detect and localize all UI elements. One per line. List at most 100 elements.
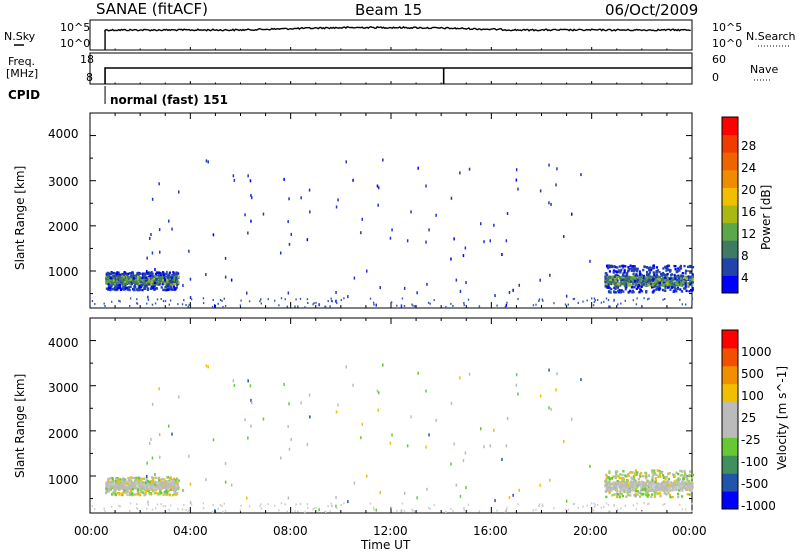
velocity-cell: [106, 489, 109, 493]
velocity-cell: [153, 481, 156, 484]
velocity-cell: [681, 482, 684, 486]
power-ground-cell: [329, 305, 331, 308]
velocity-cell: [677, 482, 680, 485]
velocity-sparse-cell: [250, 398, 252, 402]
power-sparse-cell: [147, 295, 149, 299]
power-cell: [140, 280, 143, 284]
velocity-cell: [176, 492, 179, 495]
velocity-cell: [651, 487, 654, 490]
velocity-cell: [610, 482, 614, 485]
velocity-sparse-cell: [300, 401, 302, 405]
velocity-cell: [634, 495, 637, 498]
power-cell: [688, 276, 691, 279]
power-cell: [136, 282, 139, 285]
velocity-cell: [627, 488, 630, 492]
power-cell: [625, 283, 628, 286]
velocity-sparse-cell: [290, 437, 292, 441]
power-cell: [172, 283, 175, 286]
power-cell: [113, 286, 116, 290]
velocity-cell: [111, 492, 114, 495]
power-cell: [657, 288, 660, 291]
power-sparse-cell: [459, 289, 462, 293]
power-cell: [609, 282, 613, 286]
power-cell: [142, 281, 145, 284]
velocity-cell: [651, 477, 654, 481]
velocity-sparse-cell: [212, 438, 215, 442]
power-cell: [689, 265, 692, 269]
velocity-ground-cell: [202, 502, 205, 505]
velocity-ground-cell: [452, 509, 454, 512]
velocity-cell: [609, 487, 612, 491]
vel-cb-tick-1000: 1000: [741, 345, 772, 359]
velocity-cell: [605, 487, 608, 491]
power-cell: [113, 282, 117, 286]
power-sparse-cell: [563, 235, 565, 238]
power-sparse-cell: [168, 219, 170, 223]
power-ground-cell: [188, 303, 190, 306]
velocity-cell: [171, 484, 174, 488]
velocity-ground-cell: [190, 503, 193, 506]
power-cell: [631, 282, 635, 285]
power-cell: [147, 280, 150, 283]
power-sparse-cell: [406, 239, 409, 243]
power-cell: [168, 280, 172, 283]
power-cell: [134, 278, 137, 282]
power-cell: [606, 283, 609, 286]
velocity-cell: [636, 482, 639, 485]
velocity-cell: [150, 480, 153, 483]
power-cell: [615, 276, 618, 279]
velocity-colorbar-frame: [721, 329, 739, 510]
velocity-cell: [654, 477, 657, 480]
power-ground-cell: [467, 298, 470, 301]
velocity-cell: [670, 481, 673, 484]
power-cell: [673, 290, 677, 293]
velocity-sparse-cell: [250, 424, 252, 428]
power-cell: [122, 285, 125, 288]
power-cell: [689, 283, 692, 286]
date-label: 06/Oct/2009: [605, 1, 699, 19]
power-ground-cell: [685, 303, 687, 306]
velocity-cell: [172, 480, 175, 484]
power-sparse-cell: [214, 304, 216, 308]
power-ground-cell: [411, 303, 413, 306]
power-cell: [162, 275, 166, 279]
velocity-cell: [670, 485, 673, 488]
power-ground-cell: [452, 304, 454, 307]
power-ground-cell: [190, 298, 193, 301]
velocity-cell: [175, 477, 179, 480]
power-cell: [126, 275, 130, 279]
power-sparse-cell: [224, 256, 227, 260]
velocity-sparse-cell: [244, 418, 246, 422]
velocity-cell: [621, 473, 624, 477]
power-cell: [133, 289, 136, 292]
power-cell: [110, 277, 113, 280]
velocity-cell: [646, 490, 649, 493]
velocity-colorbar-swatch: [722, 473, 738, 492]
power-cell: [609, 278, 612, 282]
power-sparse-cell: [379, 286, 381, 290]
power-cell: [667, 278, 670, 281]
power-ground-cell: [594, 299, 596, 302]
power-cell: [143, 281, 146, 284]
power-cell: [673, 282, 676, 285]
velocity-ground-cell: [181, 508, 184, 511]
velocity-cell: [176, 484, 179, 487]
velocity-cell: [667, 472, 670, 476]
power-sparse-cell: [361, 217, 363, 221]
power-cell: [648, 279, 651, 282]
power-cell: [605, 285, 609, 288]
power-cell: [105, 282, 108, 285]
power-cell: [132, 277, 135, 280]
velocity-cell: [129, 482, 132, 485]
velocity-cell: [135, 482, 138, 485]
power-cell: [168, 271, 171, 274]
power-frame: [89, 112, 693, 309]
power-cell: [636, 278, 639, 282]
power-sparse-cell: [300, 196, 302, 200]
velocity-ground-cell: [463, 509, 465, 512]
velocity-cell: [154, 483, 157, 486]
velocity-cell: [172, 488, 175, 491]
power-ground-cell: [224, 304, 227, 307]
power-cell: [661, 280, 664, 283]
power-cell: [616, 286, 620, 289]
